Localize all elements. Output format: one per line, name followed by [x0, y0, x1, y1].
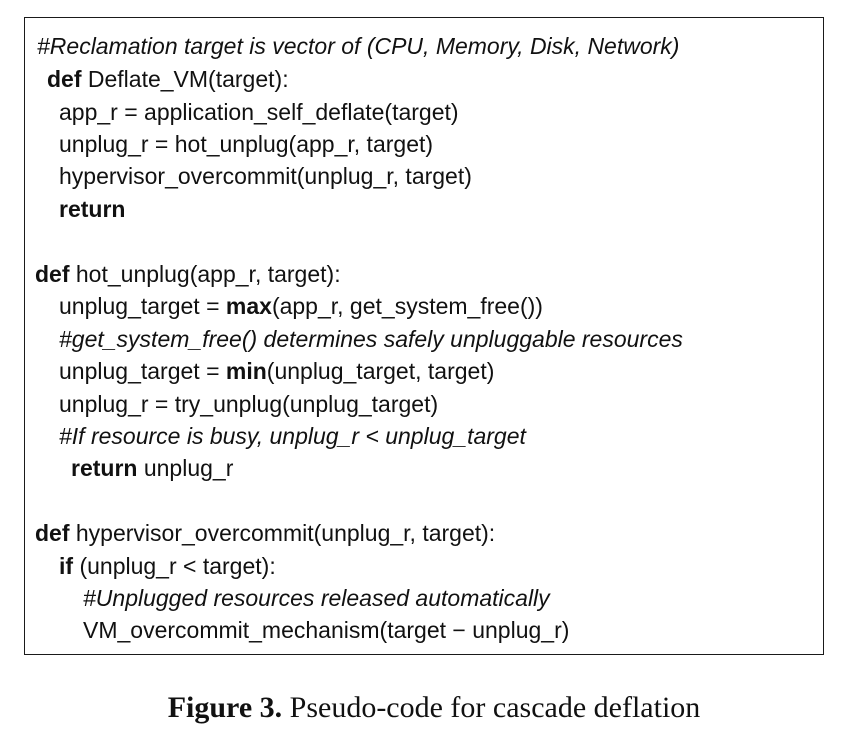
keyword-def: def [47, 66, 82, 92]
code-line-unplug-target-min: unplug_target = min(unplug_target, targe… [59, 355, 494, 387]
code-line-def-hypervisor-overcommit: def hypervisor_overcommit(unplug_r, targ… [35, 517, 495, 549]
code-text: unplug_target = [59, 293, 226, 319]
keyword-def: def [35, 261, 70, 287]
code-line-def-hot-unplug: def hot_unplug(app_r, target): [35, 258, 341, 290]
keyword-if: if [59, 553, 74, 579]
code-comment-reclamation-target: #Reclamation target is vector of (CPU, M… [37, 33, 680, 59]
code-text: Deflate_VM(target): [81, 66, 289, 92]
pseudo-code-box: #Reclamation target is vector of (CPU, M… [24, 17, 824, 655]
code-line-overcommit-call: hypervisor_overcommit(unplug_r, target) [59, 163, 472, 189]
code-comment-resource-busy: #If resource is busy, unplug_r < unplug_… [59, 423, 526, 449]
keyword-def: def [35, 520, 70, 546]
code-text: (unplug_r < target): [73, 553, 276, 579]
code-comment-system-free: #get_system_free() determines safely unp… [59, 326, 683, 352]
code-text: hypervisor_overcommit(unplug_r, target): [69, 520, 496, 546]
code-line-vm-overcommit-mechanism: VM_overcommit_mechanism(target − unplug_… [83, 617, 570, 643]
figure-label: Figure 3. [167, 691, 283, 724]
code-text: (unplug_target, target) [266, 358, 495, 384]
figure-caption: Figure 3. Pseudo-code for cascade deflat… [0, 688, 868, 728]
keyword-min: min [225, 358, 267, 384]
code-line-hot-unplug-call: unplug_r = hot_unplug(app_r, target) [59, 131, 434, 157]
code-line-if-unplug-less-target: if (unplug_r < target): [59, 550, 276, 582]
code-text: hot_unplug(app_r, target): [69, 261, 341, 287]
keyword-return: return [59, 196, 126, 222]
keyword-return: return [71, 455, 138, 481]
code-text: (app_r, get_system_free()) [271, 293, 543, 319]
caption-text: Pseudo-code for cascade deflation [282, 691, 701, 724]
code-line-try-unplug: unplug_r = try_unplug(unplug_target) [59, 391, 439, 417]
code-line-app-self-deflate: app_r = application_self_deflate(target) [59, 99, 459, 125]
code-line-def-deflate-vm: def Deflate_VM(target): [47, 63, 289, 95]
code-text: unplug_r [137, 455, 234, 481]
code-comment-unplugged-released: #Unplugged resources released automatica… [83, 585, 550, 611]
code-line-return-unplug-r: return unplug_r [71, 452, 233, 484]
keyword-max: max [225, 293, 272, 319]
code-text: unplug_target = [59, 358, 226, 384]
code-line-unplug-target-max: unplug_target = max(app_r, get_system_fr… [59, 290, 543, 322]
